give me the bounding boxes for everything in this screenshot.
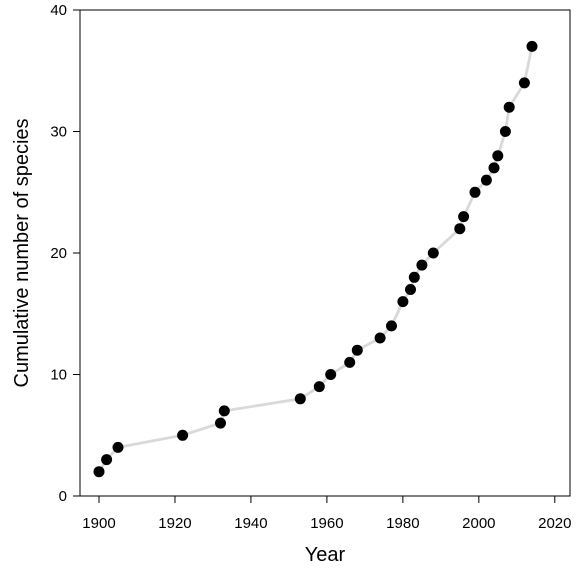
data-point: [458, 211, 470, 223]
data-point: [218, 405, 230, 417]
y-axis-ticks: 0 10 20 30 40: [50, 2, 80, 505]
data-point: [325, 369, 337, 380]
plot-frame: [79, 9, 571, 497]
y-tick-label: 30: [50, 124, 67, 141]
data-point: [518, 77, 530, 89]
data-point: [503, 101, 515, 113]
x-axis-ticks: 1900 1920 1940 1960 1980 2000 2020: [82, 496, 571, 532]
x-tick-label: 1900: [82, 515, 115, 532]
y-axis-title: Cumulative number of species: [11, 118, 33, 387]
data-point: [294, 393, 306, 405]
data-point: [386, 320, 397, 332]
data-point: [408, 271, 420, 283]
axes: [79, 9, 571, 497]
x-tick-label: 1960: [310, 515, 343, 532]
series-line: [97, 46, 534, 473]
data-point: [344, 356, 356, 368]
data-point: [351, 344, 363, 356]
x-axis-title: Year: [305, 544, 346, 566]
data-point: [215, 417, 226, 429]
data-point: [313, 381, 325, 393]
x-tick-label: 2000: [462, 515, 495, 532]
y-tick-label: 0: [59, 488, 67, 505]
series-layer: [93, 40, 538, 478]
x-tick-label: 1980: [386, 515, 419, 532]
data-point: [492, 150, 504, 162]
data-point: [101, 454, 113, 466]
y-tick-label: 40: [50, 2, 67, 19]
data-point: [499, 126, 511, 137]
data-point: [177, 429, 189, 441]
data-point: [469, 186, 481, 198]
y-tick-label: 10: [50, 367, 67, 384]
data-point: [526, 40, 538, 52]
data-point: [427, 247, 439, 259]
data-point: [454, 223, 466, 235]
data-point: [480, 174, 492, 186]
x-tick-label: 1940: [234, 515, 267, 532]
x-tick-label: 1920: [158, 515, 191, 532]
data-point: [405, 284, 416, 295]
data-point: [112, 441, 124, 453]
x-tick-label: 2020: [538, 515, 571, 532]
data-point: [93, 466, 105, 478]
y-tick-label: 20: [50, 245, 67, 262]
data-point: [397, 296, 409, 308]
data-point: [488, 162, 500, 174]
data-point: [374, 332, 386, 344]
data-point: [416, 259, 428, 271]
